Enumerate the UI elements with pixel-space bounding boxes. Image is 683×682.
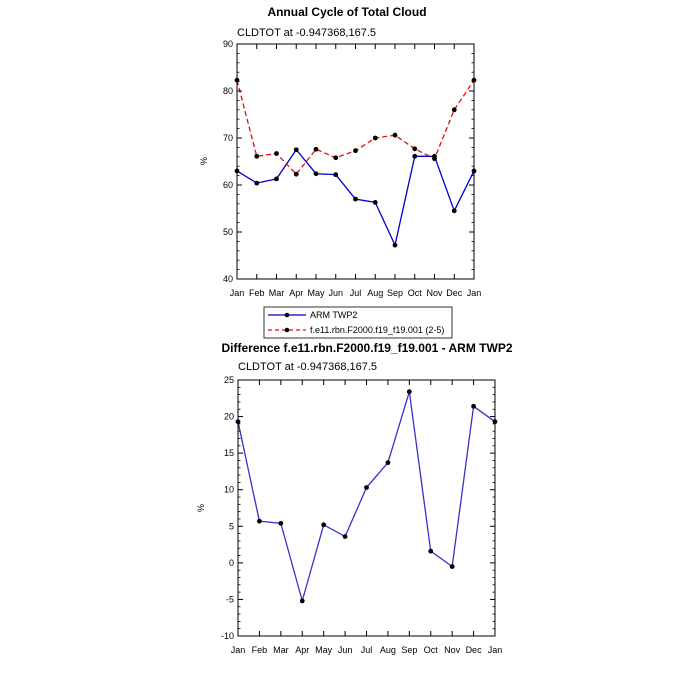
y-tick-label: 0 — [229, 558, 234, 568]
data-point — [392, 242, 398, 248]
chart1-legend: ARM TWP2 f.e11.rbn.F2000.f19_f19.001 (2-… — [263, 306, 453, 339]
x-tick-label: Sep — [387, 288, 403, 298]
legend-box — [263, 306, 453, 339]
data-point — [428, 548, 434, 554]
y-tick-label: 50 — [223, 227, 233, 237]
x-tick-label: Jul — [350, 288, 362, 298]
x-tick-label: Jun — [328, 288, 343, 298]
series-line-1 — [236, 79, 475, 176]
data-point — [274, 176, 279, 182]
y-tick-label: 15 — [224, 448, 234, 458]
chart2-title: Difference f.e11.rbn.F2000.f19_f19.001 -… — [222, 341, 513, 355]
data-point — [254, 180, 260, 186]
chart1-title: Annual Cycle of Total Cloud — [267, 5, 426, 19]
x-tick-label: Mar — [269, 288, 285, 298]
x-tick-label: Apr — [295, 645, 309, 655]
y-tick-label: 60 — [223, 180, 233, 190]
chart2-ylabel: % — [196, 504, 206, 512]
x-tick-label: Jan — [231, 645, 246, 655]
y-tick-label: 40 — [223, 274, 233, 284]
data-point — [372, 199, 378, 205]
legend-marker-model — [284, 327, 290, 333]
chart1-subtitle: CLDTOT at -0.947368,167.5 — [237, 27, 376, 39]
data-point — [412, 146, 418, 152]
x-tick-label: Aug — [380, 645, 396, 655]
data-point — [406, 389, 412, 395]
data-point — [333, 172, 339, 178]
y-tick-label: 25 — [224, 375, 234, 385]
y-tick-label: 80 — [223, 86, 233, 96]
x-tick-label: May — [307, 288, 325, 298]
x-tick-label: Aug — [367, 288, 383, 298]
data-point — [293, 147, 299, 153]
data-point — [451, 107, 457, 113]
data-point — [342, 534, 348, 539]
data-point — [278, 520, 284, 526]
x-tick-label: Nov — [444, 645, 461, 655]
x-tick-label: Sep — [401, 645, 417, 655]
x-tick-label: Apr — [289, 288, 303, 298]
data-point — [372, 135, 378, 141]
x-tick-label: Mar — [273, 645, 289, 655]
y-tick-label: 70 — [223, 133, 233, 143]
legend-label-arm: ARM TWP2 — [310, 310, 357, 320]
y-tick-label: -5 — [226, 594, 234, 604]
x-tick-label: Jun — [338, 645, 353, 655]
data-point — [432, 156, 437, 162]
data-point — [412, 153, 418, 159]
x-tick-label: Feb — [252, 645, 268, 655]
chart1-ylabel: % — [199, 157, 209, 165]
chart1-plot-frame — [236, 43, 475, 280]
data-point — [321, 522, 327, 528]
difference-chart: Difference f.e11.rbn.F2000.f19_f19.001 -… — [196, 341, 513, 655]
x-tick-label: May — [315, 645, 333, 655]
chart2-plot-frame — [237, 379, 496, 637]
x-tick-label: Feb — [249, 288, 265, 298]
x-tick-label: Jan — [467, 288, 482, 298]
y-tick-label: -10 — [221, 631, 234, 641]
y-tick-label: 10 — [224, 485, 234, 495]
data-point — [449, 564, 455, 569]
data-point — [471, 403, 476, 409]
x-tick-label: Dec — [446, 288, 463, 298]
data-point — [333, 155, 339, 161]
data-point — [364, 485, 369, 490]
data-point — [385, 460, 391, 466]
data-point — [257, 518, 262, 524]
y-tick-label: 5 — [229, 521, 234, 531]
x-tick-label: Jul — [361, 645, 373, 655]
data-point — [254, 153, 260, 159]
x-tick-label: Jan — [488, 645, 503, 655]
annual-cycle-chart: Annual Cycle of Total Cloud CLDTOT at -0… — [199, 5, 482, 339]
series-line-0 — [237, 391, 496, 604]
data-point — [293, 171, 299, 177]
x-tick-label: Oct — [424, 645, 439, 655]
data-point — [313, 146, 319, 152]
x-tick-label: Oct — [408, 288, 423, 298]
data-point — [353, 148, 358, 154]
x-tick-label: Jan — [230, 288, 245, 298]
y-tick-label: 20 — [224, 412, 234, 422]
data-point — [299, 598, 305, 604]
data-point — [274, 151, 279, 156]
data-point — [353, 196, 358, 202]
data-point — [451, 208, 457, 214]
y-tick-label: 90 — [223, 39, 233, 49]
data-point — [392, 132, 398, 138]
x-tick-label: Dec — [466, 645, 483, 655]
data-point — [313, 171, 319, 177]
chart2-subtitle: CLDTOT at -0.947368,167.5 — [238, 361, 377, 373]
legend-marker-arm — [284, 312, 290, 318]
x-tick-label: Nov — [426, 288, 443, 298]
legend-label-model: f.e11.rbn.F2000.f19_f19.001 (2-5) — [310, 325, 444, 335]
